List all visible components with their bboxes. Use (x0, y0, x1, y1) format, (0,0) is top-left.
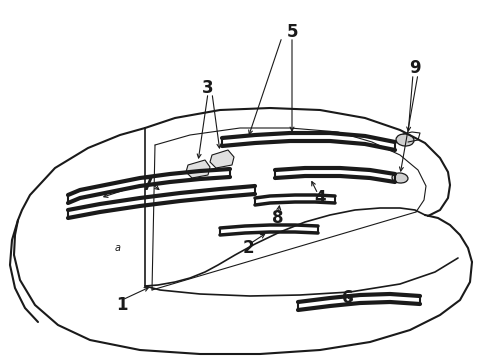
Polygon shape (186, 160, 210, 178)
Ellipse shape (392, 173, 408, 183)
Text: a: a (115, 243, 121, 253)
Polygon shape (210, 150, 234, 168)
Text: 9: 9 (409, 59, 421, 77)
Text: 4: 4 (314, 189, 326, 207)
Ellipse shape (396, 134, 414, 146)
Text: 5: 5 (286, 23, 298, 41)
Text: 3: 3 (202, 79, 214, 97)
Text: 7: 7 (142, 176, 154, 194)
Text: 8: 8 (272, 209, 284, 227)
Text: 1: 1 (116, 296, 128, 314)
Text: 2: 2 (242, 239, 254, 257)
Text: 6: 6 (342, 289, 354, 307)
